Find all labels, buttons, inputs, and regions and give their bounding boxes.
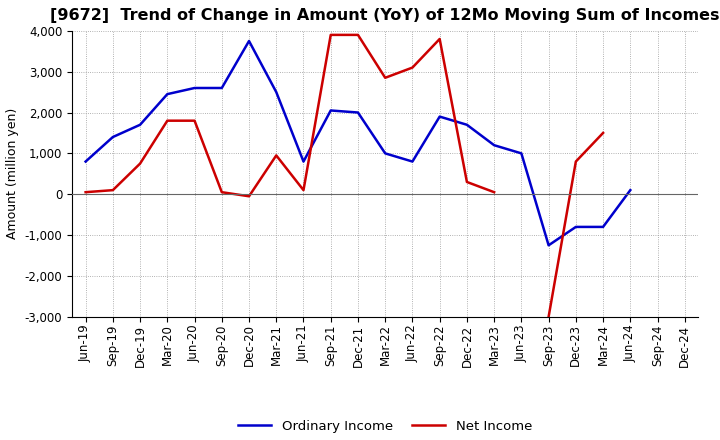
Ordinary Income [163,92,171,97]
Legend: Ordinary Income, Net Income: Ordinary Income, Net Income [233,415,538,439]
Y-axis label: Amount (million yen): Amount (million yen) [6,108,19,239]
Net Income [217,190,226,195]
Ordinary Income [326,108,335,113]
Ordinary Income [381,151,390,156]
Net Income [326,32,335,37]
Ordinary Income [436,114,444,119]
Ordinary Income [272,89,281,95]
Net Income [163,118,171,123]
Net Income [462,180,471,185]
Net Income [272,153,281,158]
Net Income [190,118,199,123]
Ordinary Income [490,143,498,148]
Ordinary Income [626,187,634,193]
Line: Ordinary Income: Ordinary Income [86,41,630,245]
Ordinary Income [354,110,362,115]
Net Income [245,194,253,199]
Title: [9672]  Trend of Change in Amount (YoY) of 12Mo Moving Sum of Incomes: [9672] Trend of Change in Amount (YoY) o… [50,7,720,23]
Net Income [436,37,444,42]
Net Income [490,190,498,195]
Net Income [109,187,117,193]
Net Income [81,190,90,195]
Ordinary Income [599,224,608,230]
Ordinary Income [517,151,526,156]
Ordinary Income [190,85,199,91]
Net Income [408,65,417,70]
Net Income [381,75,390,81]
Ordinary Income [136,122,145,128]
Ordinary Income [572,224,580,230]
Ordinary Income [462,122,471,128]
Ordinary Income [81,159,90,164]
Net Income [354,32,362,37]
Net Income [300,187,308,193]
Ordinary Income [245,38,253,44]
Ordinary Income [300,159,308,164]
Ordinary Income [109,134,117,139]
Net Income [136,161,145,166]
Ordinary Income [217,85,226,91]
Ordinary Income [544,242,553,248]
Line: Net Income: Net Income [86,35,494,196]
Ordinary Income [408,159,417,164]
